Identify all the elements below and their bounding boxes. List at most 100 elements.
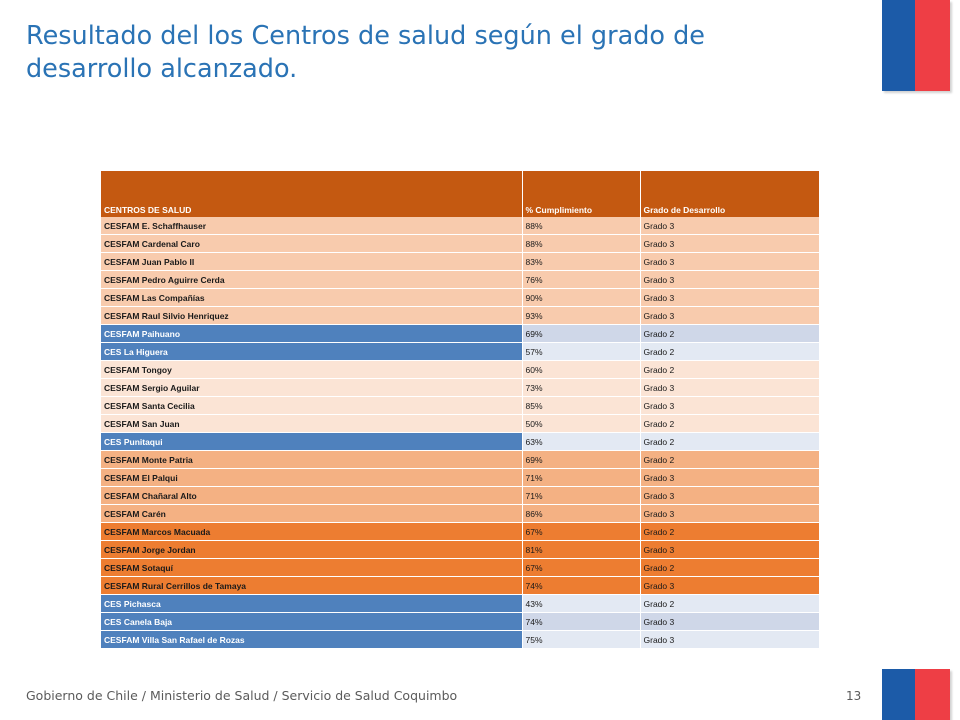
health-centers-table: CENTROS DE SALUD % Cumplimiento Grado de… [101, 171, 820, 649]
center-name-cell: CESFAM Carén [101, 504, 523, 523]
grado-cell: Grado 3 [640, 306, 820, 325]
cumplimiento-cell: 90% [522, 288, 641, 307]
center-name-cell: CES Punitaqui [101, 432, 523, 451]
cumplimiento-cell: 75% [522, 630, 641, 649]
grado-cell: Grado 3 [640, 468, 820, 487]
cumplimiento-cell: 74% [522, 576, 641, 595]
cumplimiento-cell: 71% [522, 468, 641, 487]
table-row: CESFAM Raul Silvio Henriquez 93% Grado 3 [101, 306, 820, 325]
grado-cell: Grado 3 [640, 252, 820, 271]
center-name-cell: CESFAM Pedro Aguirre Cerda [101, 270, 523, 289]
flag-blue-stripe [882, 0, 915, 91]
center-name-cell: CESFAM Sotaquí [101, 558, 523, 577]
table-body: CESFAM E. Schaffhauser 88% Grado 3 CESFAM C… [101, 217, 820, 649]
page-title: Resultado del los Centros de salud según… [26, 21, 705, 84]
grado-cell: Grado 2 [640, 414, 820, 433]
cumplimiento-cell: 88% [522, 234, 641, 253]
center-name-cell: CESFAM E. Schaffhauser [101, 217, 523, 235]
center-name-cell: CESFAM Rural Cerrillos de Tamaya [101, 576, 523, 595]
cumplimiento-cell: 43% [522, 594, 641, 613]
center-name-cell: CESFAM Tongoy [101, 360, 523, 379]
table-row: CESFAM San Juan 50% Grado 2 [101, 414, 820, 433]
grado-cell: Grado 3 [640, 217, 820, 235]
table-row: CESFAM Tongoy 60% Grado 2 [101, 360, 820, 379]
flag-red-stripe [915, 669, 950, 720]
table-row: CESFAM Sergio Aguilar 73% Grado 3 [101, 378, 820, 397]
page-number: 13 [846, 689, 862, 703]
cumplimiento-cell: 63% [522, 432, 641, 451]
header-centros: CENTROS DE SALUD [101, 171, 523, 217]
cumplimiento-cell: 69% [522, 324, 641, 343]
chile-flag-bottom [882, 669, 950, 720]
cumplimiento-cell: 73% [522, 378, 641, 397]
cumplimiento-cell: 74% [522, 612, 641, 631]
cumplimiento-cell: 67% [522, 522, 641, 541]
table-row: CESFAM Carén 86% Grado 3 [101, 504, 820, 523]
cumplimiento-cell: 83% [522, 252, 641, 271]
table-row: CESFAM El Palqui 71% Grado 3 [101, 468, 820, 487]
table-row: CESFAM E. Schaffhauser 88% Grado 3 [101, 217, 820, 235]
grado-cell: Grado 3 [640, 612, 820, 631]
center-name-cell: CESFAM Santa Cecilia [101, 396, 523, 415]
center-name-cell: CESFAM El Palqui [101, 468, 523, 487]
center-name-cell: CESFAM Jorge Jordan [101, 540, 523, 559]
table-row: CESFAM Las Compañías 90% Grado 3 [101, 288, 820, 307]
grado-cell: Grado 2 [640, 558, 820, 577]
grado-cell: Grado 2 [640, 450, 820, 469]
cumplimiento-cell: 50% [522, 414, 641, 433]
table-row: CESFAM Pedro Aguirre Cerda 76% Grado 3 [101, 270, 820, 289]
cumplimiento-cell: 71% [522, 486, 641, 505]
cumplimiento-cell: 88% [522, 217, 641, 235]
cumplimiento-cell: 60% [522, 360, 641, 379]
table-row: CESFAM Rural Cerrillos de Tamaya 74% Grado… [101, 576, 820, 595]
center-name-cell: CESFAM Villa San Rafael de Rozas [101, 630, 523, 649]
table-row: CESFAM Monte Patria 69% Grado 2 [101, 450, 820, 469]
cumplimiento-cell: 85% [522, 396, 641, 415]
header-grado: Grado de Desarrollo [640, 171, 820, 217]
header-cumplimiento: % Cumplimiento [522, 171, 641, 217]
table-row: CES Canela Baja 74% Grado 3 [101, 612, 820, 631]
grado-cell: Grado 3 [640, 234, 820, 253]
grado-cell: Grado 2 [640, 432, 820, 451]
center-name-cell: CES Pichasca [101, 594, 523, 613]
center-name-cell: CESFAM Marcos Macuada [101, 522, 523, 541]
flag-blue-stripe [882, 669, 915, 720]
grado-cell: Grado 2 [640, 594, 820, 613]
flag-red-stripe [915, 0, 950, 91]
grado-cell: Grado 3 [640, 288, 820, 307]
cumplimiento-cell: 81% [522, 540, 641, 559]
table-row: CES La Higuera 57% Grado 2 [101, 342, 820, 361]
center-name-cell: CES Canela Baja [101, 612, 523, 631]
grado-cell: Grado 3 [640, 630, 820, 649]
grado-cell: Grado 2 [640, 360, 820, 379]
center-name-cell: CESFAM Sergio Aguilar [101, 378, 523, 397]
grado-cell: Grado 3 [640, 504, 820, 523]
cumplimiento-cell: 69% [522, 450, 641, 469]
center-name-cell: CESFAM Paihuano [101, 324, 523, 343]
center-name-cell: CESFAM Juan Pablo II [101, 252, 523, 271]
center-name-cell: CESFAM Las Compañías [101, 288, 523, 307]
grado-cell: Grado 2 [640, 342, 820, 361]
grado-cell: Grado 3 [640, 396, 820, 415]
table-row: CESFAM Sotaquí 67% Grado 2 [101, 558, 820, 577]
table-row: CESFAM Jorge Jordan 81% Grado 3 [101, 540, 820, 559]
center-name-cell: CESFAM Raul Silvio Henriquez [101, 306, 523, 325]
cumplimiento-cell: 86% [522, 504, 641, 523]
grado-cell: Grado 2 [640, 324, 820, 343]
grado-cell: Grado 3 [640, 270, 820, 289]
table-row: CES Pichasca 43% Grado 2 [101, 594, 820, 613]
cumplimiento-cell: 93% [522, 306, 641, 325]
table-row: CESFAM Santa Cecilia 85% Grado 3 [101, 396, 820, 415]
table-row: CESFAM Paihuano 69% Grado 2 [101, 324, 820, 343]
table-row: CESFAM Cardenal Caro 88% Grado 3 [101, 234, 820, 253]
footer-text: Gobierno de Chile / Ministerio de Salud … [26, 688, 458, 703]
table-row: CESFAM Villa San Rafael de Rozas 75% Grado… [101, 630, 820, 649]
center-name-cell: CES La Higuera [101, 342, 523, 361]
grado-cell: Grado 2 [640, 522, 820, 541]
table-header-row: CENTROS DE SALUD % Cumplimiento Grado de… [101, 171, 820, 217]
center-name-cell: CESFAM Monte Patria [101, 450, 523, 469]
chile-flag-top [882, 0, 950, 91]
cumplimiento-cell: 57% [522, 342, 641, 361]
grado-cell: Grado 3 [640, 486, 820, 505]
cumplimiento-cell: 67% [522, 558, 641, 577]
